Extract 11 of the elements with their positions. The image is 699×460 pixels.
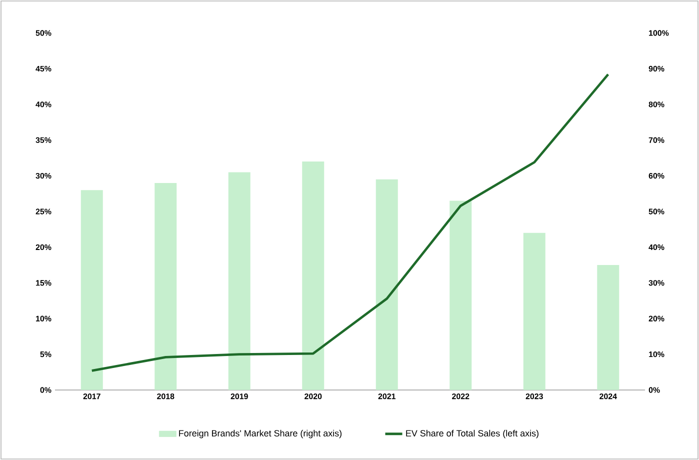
bar xyxy=(80,190,103,390)
line-series xyxy=(90,73,610,372)
bar xyxy=(376,179,398,390)
bar xyxy=(523,232,546,390)
bar xyxy=(302,162,324,390)
legend-label: EV Share of Total Sales (left axis) xyxy=(406,430,538,438)
bar xyxy=(154,182,177,390)
legend-label: Foreign Brands' Market Share (right axis) xyxy=(179,430,342,438)
bar xyxy=(228,172,250,390)
bar xyxy=(450,200,472,390)
bar xyxy=(597,265,620,390)
